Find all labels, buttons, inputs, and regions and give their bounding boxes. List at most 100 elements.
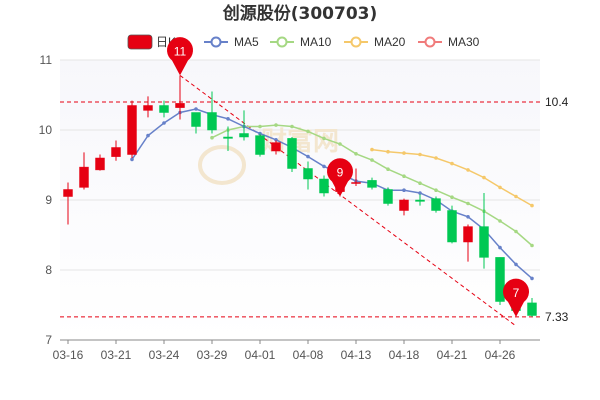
- ma10-point: [530, 243, 534, 248]
- candle-body: [415, 199, 425, 202]
- x-tick-label: 03-16: [53, 348, 84, 362]
- candle: [431, 196, 441, 213]
- ma20-point: [530, 203, 534, 208]
- legend-marker: [276, 36, 288, 48]
- x-tick-label: 04-01: [245, 348, 276, 362]
- candle-body: [255, 135, 265, 155]
- candle-body: [143, 105, 153, 111]
- candle-body: [95, 157, 105, 171]
- reference-line-label: 10.4: [545, 95, 569, 109]
- marker-pin: [327, 158, 353, 197]
- candle: [495, 257, 505, 305]
- legend-label: MA5: [234, 35, 259, 49]
- candle-body: [527, 302, 537, 316]
- ma10-point: [370, 158, 374, 162]
- legend-label: MA20: [374, 35, 406, 49]
- ma10-point: [306, 129, 310, 134]
- legend-item[interactable]: MA5: [204, 35, 259, 49]
- candle: [351, 168, 361, 186]
- ma5-point: [498, 245, 502, 250]
- watermark-logo: [198, 145, 246, 185]
- price-marker: 9: [327, 158, 353, 197]
- legend-item[interactable]: MA30: [418, 35, 480, 49]
- legend-marker: [350, 36, 362, 48]
- candle-body: [191, 112, 201, 127]
- y-tick-label: 8: [45, 263, 52, 277]
- reference-line-label: 7.33: [545, 310, 569, 324]
- candle-body: [463, 226, 473, 243]
- marker-label: 11: [174, 44, 187, 58]
- ma10-point: [466, 201, 470, 206]
- ma10-point: [354, 152, 358, 156]
- legend-marker: [424, 36, 436, 48]
- ma20-point: [418, 152, 422, 157]
- candle: [175, 75, 185, 120]
- legend-swatch: [127, 34, 153, 50]
- ma10-point: [402, 174, 406, 178]
- ma5-point: [514, 262, 518, 267]
- ma5-point: [306, 154, 310, 159]
- candle: [463, 224, 473, 262]
- candle: [383, 187, 393, 206]
- x-tick-label: 04-21: [437, 348, 468, 362]
- ma10-point: [450, 195, 454, 199]
- ma10-point: [290, 124, 294, 129]
- ma10-point: [386, 167, 390, 171]
- ma10-point: [210, 135, 214, 140]
- ma20-point: [402, 151, 406, 155]
- candle: [191, 112, 201, 134]
- ma20-point: [386, 149, 390, 154]
- x-tick-label: 04-26: [485, 348, 516, 362]
- chart-title: 创源股份(300703): [222, 3, 378, 24]
- candle: [319, 175, 329, 197]
- candle: [95, 154, 105, 171]
- candle-body: [127, 105, 137, 155]
- y-tick-label: 11: [40, 53, 53, 67]
- candle-body: [303, 168, 313, 180]
- legend-item[interactable]: MA10: [270, 35, 332, 49]
- candle-body: [367, 180, 377, 188]
- candle-body: [399, 199, 409, 211]
- candle-body: [479, 226, 489, 258]
- ma5-point: [162, 121, 166, 125]
- plot-area: 7 8 9 10 11 财富网 03-16 03-21 03-24 03-29 04-01 04-08…: [39, 37, 569, 362]
- ma5-point: [274, 138, 278, 142]
- ma10-point: [418, 181, 422, 185]
- legend-item[interactable]: MA20: [344, 35, 406, 49]
- legend-marker: [210, 36, 222, 48]
- legend[interactable]: 日K MA5 MA10 MA20 MA30: [127, 34, 480, 50]
- candle-body: [447, 210, 457, 243]
- candle-body: [495, 257, 505, 302]
- candle: [479, 193, 489, 269]
- y-tick-label: 7: [45, 333, 52, 347]
- candle: [111, 140, 121, 161]
- legend-label: MA30: [448, 35, 480, 49]
- ma20-point: [370, 147, 374, 152]
- ma20-point: [434, 156, 438, 160]
- ma5-point: [146, 133, 150, 138]
- ma5-point: [130, 157, 134, 162]
- watermark: 财富网: [198, 126, 339, 185]
- candle: [447, 205, 457, 244]
- marker-pin: [502, 278, 529, 317]
- x-tick-label: 03-24: [149, 348, 180, 362]
- ma10-point: [434, 188, 438, 192]
- candle: [367, 177, 377, 190]
- marker-pin: [167, 37, 194, 76]
- candle-body: [319, 178, 329, 194]
- ma5-point: [418, 191, 422, 195]
- candle: [239, 110, 249, 141]
- candle-body: [79, 166, 89, 188]
- ma10-point: [514, 229, 518, 234]
- candle-body: [271, 142, 281, 152]
- y-tick-label: 9: [45, 193, 52, 207]
- candle-body: [287, 138, 297, 169]
- marker-label: 9: [337, 166, 344, 180]
- x-tick-label: 04-18: [389, 348, 420, 362]
- marker-label: 7: [513, 286, 520, 300]
- ma5-point: [402, 188, 406, 192]
- candle: [415, 194, 425, 206]
- candle-body: [239, 133, 249, 138]
